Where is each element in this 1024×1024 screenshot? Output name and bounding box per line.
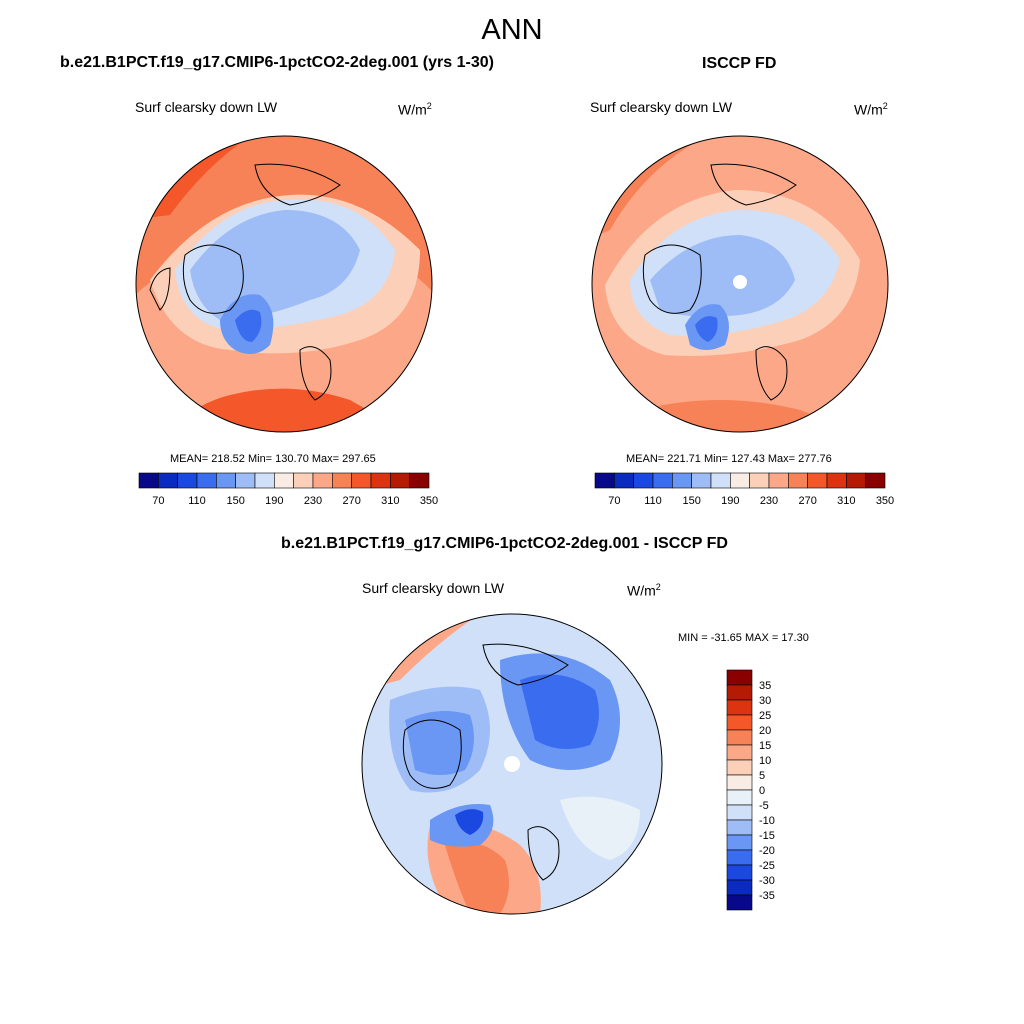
colorbar-3-swatch [726,714,753,731]
colorbar-3-swatch [726,699,753,716]
colorbar-2-tick-label: 190 [721,495,739,507]
colorbar-2-swatch [749,472,770,489]
colorbar-1-swatch [216,472,236,489]
colorbar-2-swatch [768,472,789,489]
panel-2-units: W/m2 [854,101,888,118]
colorbar-1-tick-label: 190 [265,495,283,507]
colorbar-3-tick-label: 5 [759,770,765,782]
colorbar-3-swatch [726,744,753,761]
colorbar-1-tick-label: 310 [381,495,399,507]
colorbar-3-tick-label: 15 [759,740,771,752]
colorbar-3-swatch [726,849,753,866]
colorbar-1-swatch [177,472,198,489]
colorbar-3-tick-label: -15 [759,830,775,842]
colorbar-3-tick-label: 10 [759,755,771,767]
colorbar-3-swatch [726,729,753,746]
colorbar-2-swatch [730,472,750,489]
panel-2-stats: MEAN= 221.71 Min= 127.43 Max= 277.76 [626,453,832,465]
panel-2-variable: Surf clearsky down LW [590,99,733,115]
colorbar-3-tick-label: 35 [759,680,771,692]
colorbar-1-swatch [138,472,159,489]
colorbar-1-swatch [351,472,372,489]
panel-1-units: W/m2 [398,101,432,118]
colorbar-3-tick-label: -5 [759,800,769,812]
colorbar-2-swatch [633,472,654,489]
panel-1-variable: Surf clearsky down LW [135,99,278,115]
colorbar-2-tick-label: 150 [682,495,700,507]
map-3 [362,614,662,914]
colorbar-3-tick-label: -30 [759,875,775,887]
colorbar-2-swatch [807,472,828,489]
colorbar-1-tick-label: 70 [152,495,164,507]
colorbar-3-swatch [726,879,753,896]
colorbar-1-tick-label: 150 [226,495,244,507]
colorbar-2-swatch [788,472,808,489]
colorbar-1-swatch [293,472,314,489]
colorbar-2-swatch [865,472,886,489]
panel-1-stats: MEAN= 218.52 Min= 130.70 Max= 297.65 [170,453,376,465]
colorbar-3-tick-label: 25 [759,710,771,722]
colorbar-1-swatch [332,472,352,489]
panel-3-units: W/m2 [627,582,661,599]
colorbar-2-tick-label: 70 [608,495,620,507]
colorbar-1-swatch [235,472,256,489]
colorbar-1-swatch [158,472,178,489]
map-1 [136,136,432,432]
colorbar-3-swatch [726,834,753,851]
colorbar-3-swatch [726,789,753,806]
colorbar-1-tick-label: 110 [188,495,206,507]
colorbar-2-swatch [826,472,847,489]
colorbar-3-tick-label: -20 [759,845,775,857]
colorbar-1-swatch [370,472,391,489]
colorbar-3-tick-label: -35 [759,890,775,902]
colorbar-3-swatch [726,684,753,701]
colorbar-1-swatch [312,472,333,489]
colorbar-1-tick-label: 270 [342,495,360,507]
colorbar-1-tick-label: 350 [420,495,438,507]
colorbar-1-swatch [254,472,275,489]
colorbar-3-tick-label: -10 [759,815,775,827]
colorbar-3-swatch [726,819,753,836]
panel-1-title: b.e21.B1PCT.f19_g17.CMIP6-1pctCO2-2deg.0… [60,54,494,71]
main-title: ANN [481,14,543,46]
colorbar-3-swatch [726,894,753,911]
colorbar-3-swatch [726,804,753,821]
colorbar-2-tick-label: 270 [798,495,816,507]
colorbar-2-tick-label: 230 [760,495,778,507]
colorbar-2-tick-label: 110 [644,495,662,507]
colorbar-3-swatch [726,774,753,791]
map-2 [592,136,888,432]
colorbar-3-tick-label: 0 [759,785,765,797]
panel-3-variable: Surf clearsky down LW [362,580,505,596]
colorbar-2-swatch [594,472,615,489]
colorbar-1-tick-label: 230 [304,495,322,507]
colorbar-3-tick-label: -25 [759,860,775,872]
colorbar-3-swatch [726,669,753,686]
colorbar-3-swatch [726,864,753,881]
colorbar-2-swatch [710,472,731,489]
colorbar-2-swatch [691,472,712,489]
colorbar-2-swatch [614,472,634,489]
colorbar-2-swatch [846,472,866,489]
colorbar-1-swatch [196,472,217,489]
panel-3-stats: MIN = -31.65 MAX = 17.30 [678,632,809,644]
colorbar-2-swatch [672,472,692,489]
colorbar-3-tick-label: 30 [759,695,771,707]
panel-2-title: ISCCP FD [702,55,777,72]
colorbar-1-swatch [274,472,294,489]
colorbar-3-tick-label: 20 [759,725,771,737]
colorbar-3-swatch [726,759,753,776]
colorbar-2-swatch [652,472,673,489]
colorbar-2-tick-label: 310 [837,495,855,507]
colorbar-1-swatch [390,472,410,489]
colorbar-2-tick-label: 350 [876,495,894,507]
panel-3-title: b.e21.B1PCT.f19_g17.CMIP6-1pctCO2-2deg.0… [281,535,728,552]
colorbar-1-swatch [409,472,430,489]
